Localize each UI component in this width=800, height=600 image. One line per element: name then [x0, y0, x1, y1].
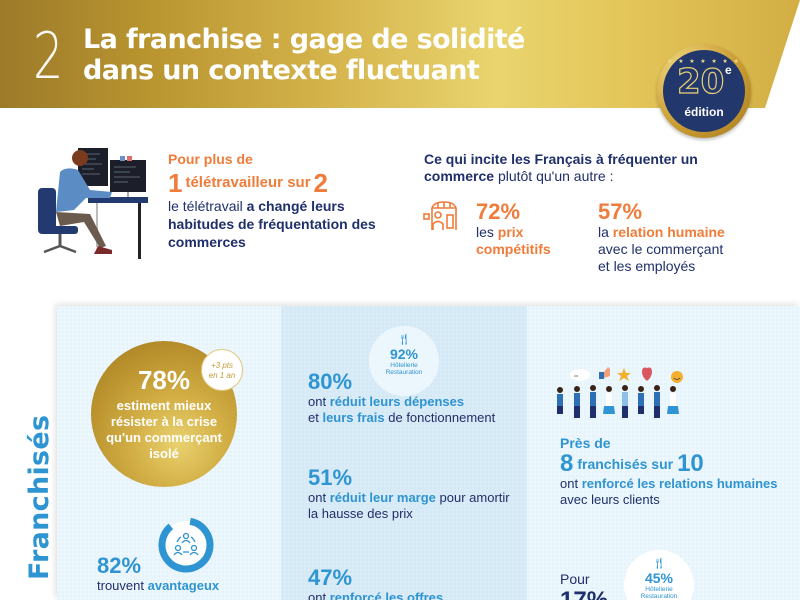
stat-57-highlight: relation humaine: [612, 224, 725, 240]
teleworker-body: le télétravail a changé leurs habitudes …: [168, 197, 398, 251]
teleworker-illustration-icon: [38, 148, 148, 259]
stat-57-pct: 57%: [598, 199, 643, 224]
hotel-45-line2: Restauration: [640, 593, 678, 600]
stat-47-pct: 47%: [308, 565, 353, 590]
stat-82-pct: 82%: [97, 553, 142, 578]
edition-superscript: e: [725, 63, 732, 77]
teleworker-lead: Pour plus de: [168, 151, 253, 167]
t: de fonctionnement: [388, 410, 496, 425]
shop-icon: [423, 201, 458, 230]
teleworker-stat: Pour plus de 1 télétravailleur sur 2 le té…: [168, 150, 398, 251]
hotel-92-pct: 92%: [389, 346, 419, 362]
t: pour amortir la hausse des prix: [308, 490, 510, 521]
stat-51: 51% ont réduit leur marge pour amortir l…: [308, 466, 523, 522]
ratio-numerator: 1: [168, 168, 183, 198]
trend-badge: +3 pts en 1 an: [201, 349, 243, 391]
stat-8-text: ont renforcé les relations humaines avec…: [560, 476, 790, 508]
stat-8-lead: Près de: [560, 435, 611, 451]
stat-57-rest: avec le commerçant et les employés: [598, 241, 724, 274]
stat-80-pct: 80%: [308, 369, 353, 394]
incite-heading-bold: Ce qui incite les Français à fréquenter …: [424, 151, 698, 184]
stat-80: 80% ont réduit leurs dépenses et leurs f…: [308, 370, 523, 426]
stat-82-highlight: avantageux: [147, 578, 220, 593]
trend-badge-line2: en 1 an: [208, 371, 236, 380]
gold-stat-circle: 78% estiment mieux résister à la crise q…: [91, 341, 237, 487]
hotel-bubble-92: 🍴︎ 92% Hôtellerie Restauration: [369, 326, 439, 396]
happy-people-illustration-icon: •••: [557, 367, 683, 418]
stat-57-text: la relation humaine avec le commerçant e…: [598, 224, 788, 275]
hotel-45-pct: 45%: [644, 570, 674, 586]
stat-8-den: 10: [677, 450, 704, 477]
t: réduit leurs dépenses: [329, 394, 465, 409]
stat-8-ratio: 8 franchisés sur 10: [560, 452, 790, 476]
t: ont: [308, 490, 327, 505]
gold-stat-text: estiment mieux résister à la crise qu'un…: [106, 398, 222, 461]
panel-column-2: 🍴︎ 92% Hôtellerie Restauration 80% ont r…: [281, 306, 527, 600]
hotel-92-line2: Restauration: [385, 369, 423, 376]
stat-8-num: 8: [560, 450, 574, 477]
stat-57-plain: la: [598, 224, 609, 240]
stat-17: Pour 17%: [560, 570, 620, 600]
teleworker-ratio: 1 télétravailleur sur 2: [168, 170, 398, 196]
t: renforcé les relations humaines: [581, 476, 778, 492]
incite-heading: Ce qui incite les Français à fréquenter …: [424, 151, 724, 185]
network-ring-icon: [158, 517, 214, 573]
title-line-1: La franchise : gage de solidité: [83, 24, 525, 55]
t: et: [308, 410, 319, 425]
edition-number: 20: [676, 62, 725, 102]
hotel-bubble-45: 🍴︎ 45% Hôtellerie Restauration: [624, 550, 694, 600]
ratio-words: télétravailleur sur: [185, 174, 311, 191]
stat-17-pct: 17%: [560, 588, 620, 600]
svg-text:•••: •••: [574, 373, 579, 378]
franchises-side-label: Franchisés: [24, 414, 55, 580]
t: ont: [308, 590, 327, 600]
panel-column-3: ••• Près de 8 franchisés sur 10: [527, 306, 800, 600]
stat-82: 82% trouvent avantageux: [97, 554, 277, 594]
t: leurs frais: [322, 410, 385, 425]
t: ont: [308, 394, 327, 409]
stat-82-text: trouvent avantageux: [97, 578, 277, 594]
restaurant-icon: 🍴︎: [397, 334, 411, 346]
ratio-denominator: 2: [313, 168, 328, 198]
stat-8-sur-10: Près de 8 franchisés sur 10 ont renforcé l…: [560, 434, 790, 508]
stat-47: 47% ont renforcé les offres: [308, 566, 523, 600]
t: avec leurs clients: [560, 492, 660, 508]
stat-80-text: ont réduit leurs dépenses et leurs frais…: [308, 394, 523, 426]
hotel-92-line1: Hôtellerie: [390, 362, 418, 369]
trend-badge-line1: +3 pts: [210, 361, 233, 370]
stat-72-highlight: prix compétitifs: [476, 224, 551, 257]
edition-label: édition: [684, 105, 724, 119]
stat-17-lead: Pour: [560, 571, 590, 587]
stat-72-text: les prix compétitifs: [476, 224, 596, 258]
stat-47-text: ont renforcé les offres: [308, 590, 523, 600]
gold-stat-pct: 78%: [137, 365, 191, 395]
stat-82-plain: trouvent: [97, 578, 144, 593]
stat-51-text: ont réduit leur marge pour amortir la ha…: [308, 490, 523, 522]
body-plain: le télétravail: [168, 198, 243, 215]
medal-inner: ★ ★ ★ ★ ★ ★ ★ 20 e édition: [663, 50, 745, 132]
stat-57: 57% la relation humaine avec le commerça…: [598, 200, 788, 275]
stat-8-words: franchisés sur: [577, 456, 674, 472]
hotel-45-line1: Hôtellerie: [645, 586, 673, 593]
panel-column-1: 78% estiment mieux résister à la crise q…: [57, 306, 281, 600]
incite-heading-plain: plutôt qu'un autre :: [497, 168, 614, 184]
stat-72-plain: les: [476, 224, 494, 240]
restaurant-icon: 🍴︎: [652, 558, 666, 570]
stat-72: 72% les prix compétitifs: [476, 200, 596, 258]
body-bold: a changé leurs habitudes de fréquentatio…: [168, 198, 376, 251]
t: réduit leur marge: [329, 490, 436, 505]
edition-medal: ★ ★ ★ ★ ★ ★ ★ 20 e édition: [657, 44, 751, 138]
stars-icon: ★ ★ ★ ★ ★ ★ ★: [667, 59, 741, 65]
stat-72-pct: 72%: [476, 199, 521, 224]
stat-51-pct: 51%: [308, 465, 353, 490]
section-number: 2: [33, 20, 64, 94]
page-title: La franchise : gage de solidité dans un …: [83, 24, 525, 86]
franchises-panel: 78% estiment mieux résister à la crise q…: [57, 306, 800, 600]
t: renforcé les offres: [329, 590, 444, 600]
title-line-2: dans un contexte fluctuant: [83, 55, 480, 86]
t: ont: [560, 476, 579, 492]
